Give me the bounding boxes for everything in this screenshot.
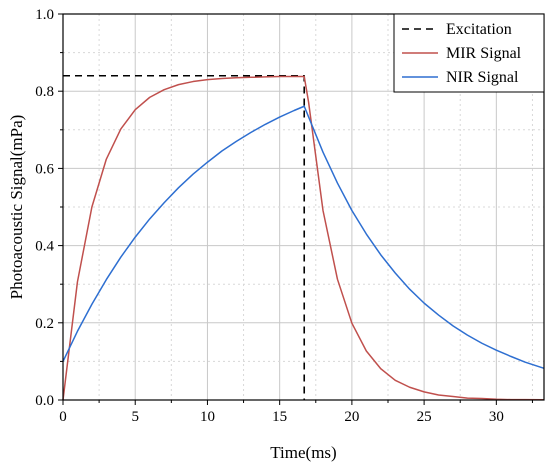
legend-label: MIR Signal <box>446 45 522 62</box>
y-tick-label: 1.0 <box>35 7 54 23</box>
x-tick-label: 5 <box>131 409 139 425</box>
y-tick-label: 0.0 <box>35 393 54 409</box>
x-axis-label: Time(ms) <box>270 443 336 462</box>
legend: Excitation MIR Signal NIR Signal <box>393 13 545 93</box>
x-tick-label: 10 <box>200 409 215 425</box>
x-tick-label: 15 <box>272 409 287 425</box>
series-line-nir-signal <box>62 105 545 370</box>
x-tick-label: 0 <box>59 409 67 425</box>
x-tick-label: 30 <box>489 409 504 425</box>
legend-label: Excitation <box>446 21 512 38</box>
legend-label: NIR Signal <box>446 69 519 86</box>
series-line-mir-signal <box>62 75 545 401</box>
ticks: 0 5 10 15 20 25 30 0.0 0.2 0.4 0.6 0.8 1.0 <box>35 7 533 425</box>
y-axis-label: Photoacoustic Signal(mPa) <box>7 115 26 300</box>
y-tick-label: 0.6 <box>35 161 54 177</box>
y-tick-label: 0.8 <box>35 84 54 100</box>
x-tick-label: 20 <box>344 409 359 425</box>
series-line-excitation <box>63 74 306 400</box>
y-tick-label: 0.2 <box>35 316 54 332</box>
x-tick-label: 25 <box>417 409 432 425</box>
y-tick-label: 0.4 <box>35 239 54 255</box>
series-layer <box>62 74 545 401</box>
